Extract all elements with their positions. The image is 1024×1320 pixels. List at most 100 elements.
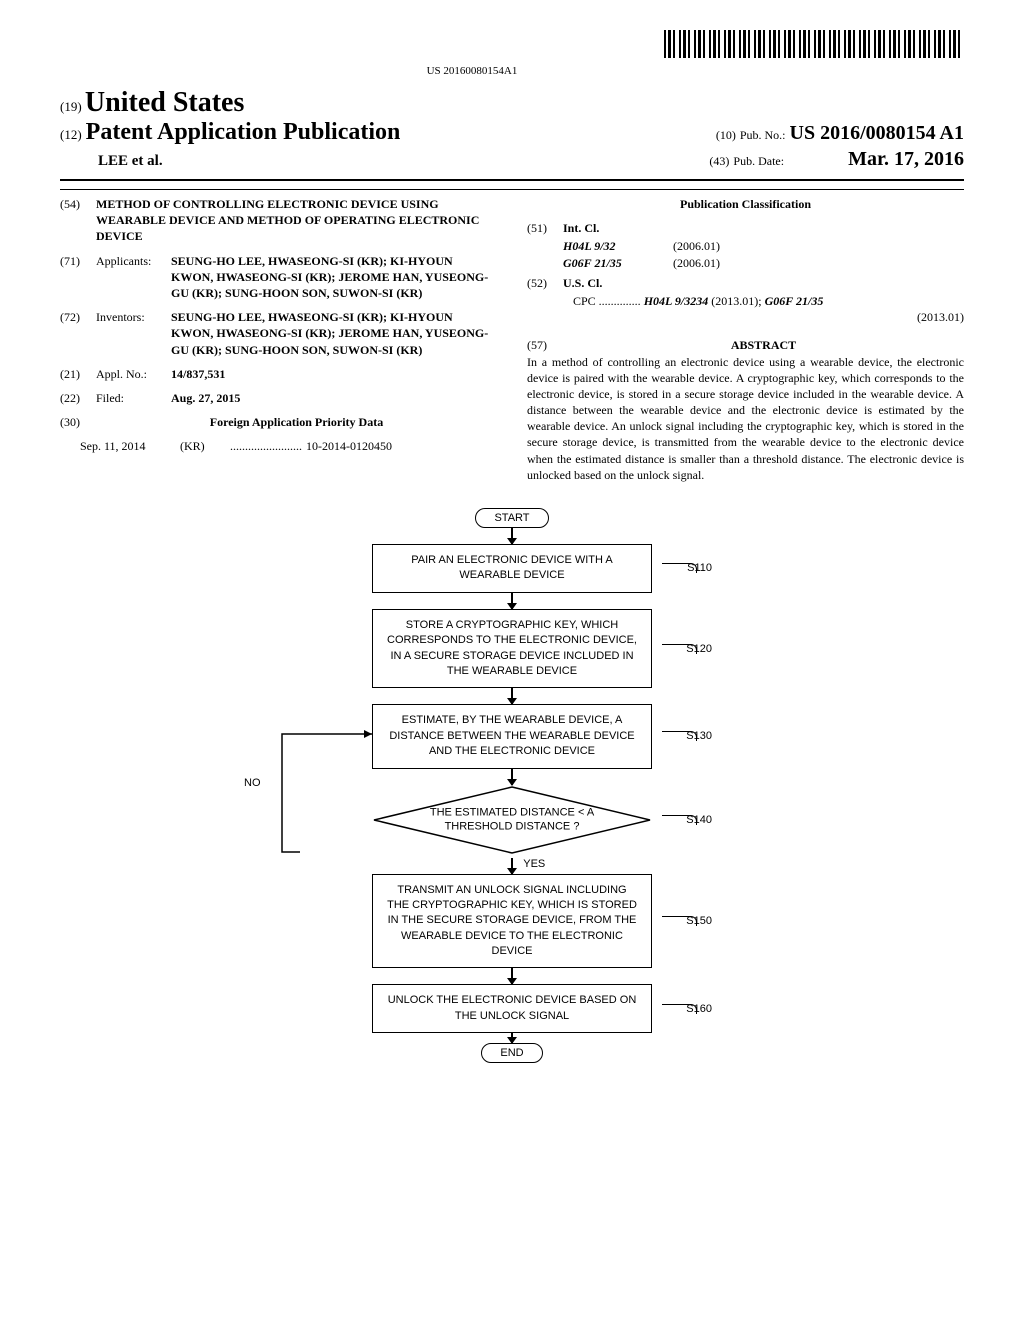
biblio-columns: (54) METHOD OF CONTROLLING ELECTRONIC DE… bbox=[60, 196, 964, 483]
flow-decision-text: THE ESTIMATED DISTANCE < A THRESHOLD DIS… bbox=[422, 805, 602, 834]
flow-box-s120: STORE A CRYPTOGRAPHIC KEY, WHICH CORRESP… bbox=[372, 609, 652, 689]
filed-label: Filed: bbox=[96, 390, 171, 406]
priority-dots: ........................ bbox=[230, 438, 302, 454]
flow-arrow bbox=[511, 688, 513, 704]
int-class-1: H04L 9/32 (2006.01) bbox=[527, 238, 964, 254]
appl-no-field: (21) Appl. No.: 14/837,531 bbox=[60, 366, 497, 382]
filed-field: (22) Filed: Aug. 27, 2015 bbox=[60, 390, 497, 406]
abstract-title: ABSTRACT bbox=[563, 337, 964, 353]
applicants-field: (71) Applicants: SEUNG-HO LEE, HWASEONG-… bbox=[60, 253, 497, 302]
flow-arrow bbox=[511, 1033, 513, 1043]
flow-box-s110: PAIR AN ELECTRONIC DEVICE WITH A WEARABL… bbox=[372, 544, 652, 593]
int-class1-code: H04L 9/32 bbox=[563, 238, 673, 254]
flow-decision: THE ESTIMATED DISTANCE < A THRESHOLD DIS… bbox=[372, 785, 652, 858]
applicants-value: SEUNG-HO LEE, HWASEONG-SI (KR); KI-HYOUN… bbox=[171, 253, 497, 302]
us-cl-field: (52) U.S. Cl. bbox=[527, 275, 964, 291]
inventors-value: SEUNG-HO LEE, HWASEONG-SI (KR); KI-HYOUN… bbox=[171, 309, 497, 358]
flow-box-s150: TRANSMIT AN UNLOCK SIGNAL INCLUDING THE … bbox=[372, 874, 652, 969]
no-loop-connector bbox=[282, 734, 374, 859]
barcode-graphic bbox=[664, 30, 964, 58]
int-class1-year: (2006.01) bbox=[673, 238, 720, 254]
pub-no: US 2016/0080154 A1 bbox=[790, 122, 964, 144]
applicants-names: SEUNG-HO LEE, HWASEONG-SI (KR); KI-HYOUN… bbox=[171, 254, 488, 300]
int-class2-code: G06F 21/35 bbox=[563, 255, 673, 271]
pub-no-code: (10) bbox=[716, 128, 736, 142]
yes-label: YES bbox=[523, 858, 545, 870]
int-cl-field: (51) Int. Cl. bbox=[527, 220, 964, 236]
inventors-field: (72) Inventors: SEUNG-HO LEE, HWASEONG-S… bbox=[60, 309, 497, 358]
filed-code: (22) bbox=[60, 390, 96, 406]
flow-step-3: ESTIMATE, BY THE WEARABLE DEVICE, A DIST… bbox=[372, 704, 652, 768]
step-label-s110: S110 bbox=[687, 562, 712, 574]
flow-box-s160: UNLOCK THE ELECTRONIC DEVICE BASED ON TH… bbox=[372, 984, 652, 1033]
abstract-text: In a method of controlling an electronic… bbox=[527, 354, 964, 484]
pub-code: (12) bbox=[60, 127, 82, 142]
cpc-label: CPC .............. bbox=[573, 294, 641, 308]
pub-type: Patent Application Publication bbox=[86, 119, 401, 145]
flow-step-2: STORE A CRYPTOGRAPHIC KEY, WHICH CORRESP… bbox=[372, 609, 652, 689]
country-code: (19) bbox=[60, 99, 82, 114]
flow-arrow bbox=[511, 858, 513, 874]
step-label-s160: S160 bbox=[686, 1003, 712, 1015]
cpc-class2: G06F 21/35 bbox=[765, 294, 824, 308]
inventors-label: Inventors: bbox=[96, 309, 171, 358]
inventors-code: (72) bbox=[60, 309, 96, 358]
document-header: (19) United States (12) Patent Applicati… bbox=[60, 87, 964, 171]
flow-step-1: PAIR AN ELECTRONIC DEVICE WITH A WEARABL… bbox=[372, 544, 652, 593]
cpc-class1: H04L 9/3234 bbox=[644, 294, 709, 308]
step-label-s130: S130 bbox=[686, 730, 712, 742]
flow-step-5: TRANSMIT AN UNLOCK SIGNAL INCLUDING THE … bbox=[372, 874, 652, 969]
flow-arrow bbox=[511, 968, 513, 984]
step-label-s120: S120 bbox=[686, 643, 712, 655]
authors: LEE et al. bbox=[60, 153, 163, 170]
right-column: Publication Classification (51) Int. Cl.… bbox=[527, 196, 964, 483]
pub-date-code: (43) bbox=[709, 154, 729, 168]
classification-title: Publication Classification bbox=[527, 196, 964, 212]
pub-no-wrap: (10) Pub. No.: US 2016/0080154 A1 bbox=[716, 122, 964, 145]
publication-line: (12) Patent Application Publication (10)… bbox=[60, 119, 964, 146]
country-name: United States bbox=[85, 87, 244, 118]
title-code: (54) bbox=[60, 196, 96, 245]
pub-no-label: Pub. No.: bbox=[740, 128, 786, 142]
priority-no: 10-2014-0120450 bbox=[306, 438, 392, 454]
us-code: (52) bbox=[527, 275, 563, 291]
flow-arrow bbox=[511, 528, 513, 544]
barcode-section: US 20160080154A1 bbox=[60, 30, 964, 77]
yes-arrow-wrap: YES bbox=[511, 858, 513, 874]
title-field: (54) METHOD OF CONTROLLING ELECTRONIC DE… bbox=[60, 196, 497, 245]
divider-bottom bbox=[60, 189, 964, 190]
bracket-icon bbox=[662, 815, 697, 825]
filed-date: Aug. 27, 2015 bbox=[171, 391, 240, 405]
flow-start: START bbox=[475, 508, 548, 528]
flow-end: END bbox=[481, 1043, 542, 1063]
author-date-line: LEE et al. (43) Pub. Date: Mar. 17, 2016 bbox=[60, 148, 964, 171]
country-line: (19) United States bbox=[60, 87, 964, 119]
pub-type-wrap: (12) Patent Application Publication bbox=[60, 119, 400, 146]
appl-label: Appl. No.: bbox=[96, 366, 171, 382]
flow-arrow bbox=[511, 593, 513, 609]
invention-title: METHOD OF CONTROLLING ELECTRONIC DEVICE … bbox=[96, 196, 497, 245]
cpc-year1: (2013.01); bbox=[711, 294, 761, 308]
int-code: (51) bbox=[527, 220, 563, 236]
priority-title: Foreign Application Priority Data bbox=[96, 414, 497, 430]
flow-step-6: UNLOCK THE ELECTRONIC DEVICE BASED ON TH… bbox=[372, 984, 652, 1033]
us-label: U.S. Cl. bbox=[563, 276, 602, 290]
cpc-line: CPC .............. H04L 9/3234 (2013.01)… bbox=[527, 293, 964, 309]
flow-arrow bbox=[511, 769, 513, 785]
pub-date-wrap: (43) Pub. Date: Mar. 17, 2016 bbox=[709, 148, 964, 171]
priority-row: Sep. 11, 2014 (KR) .....................… bbox=[60, 438, 497, 454]
appl-no: 14/837,531 bbox=[171, 367, 225, 381]
appl-code: (21) bbox=[60, 366, 96, 382]
flowchart: START PAIR AN ELECTRONIC DEVICE WITH A W… bbox=[60, 508, 964, 1063]
flow-box-s130: ESTIMATE, BY THE WEARABLE DEVICE, A DIST… bbox=[372, 704, 652, 768]
priority-country: (KR) bbox=[180, 438, 230, 454]
pub-date-label: Pub. Date: bbox=[733, 154, 784, 168]
left-column: (54) METHOD OF CONTROLLING ELECTRONIC DE… bbox=[60, 196, 497, 483]
int-label: Int. Cl. bbox=[563, 221, 599, 235]
divider-top bbox=[60, 179, 964, 181]
pub-date: Mar. 17, 2016 bbox=[848, 148, 964, 170]
int-class-2: G06F 21/35 (2006.01) bbox=[527, 255, 964, 271]
inventors-names: SEUNG-HO LEE, HWASEONG-SI (KR); KI-HYOUN… bbox=[171, 310, 488, 356]
applicants-code: (71) bbox=[60, 253, 96, 302]
barcode-text: US 20160080154A1 bbox=[60, 65, 884, 77]
